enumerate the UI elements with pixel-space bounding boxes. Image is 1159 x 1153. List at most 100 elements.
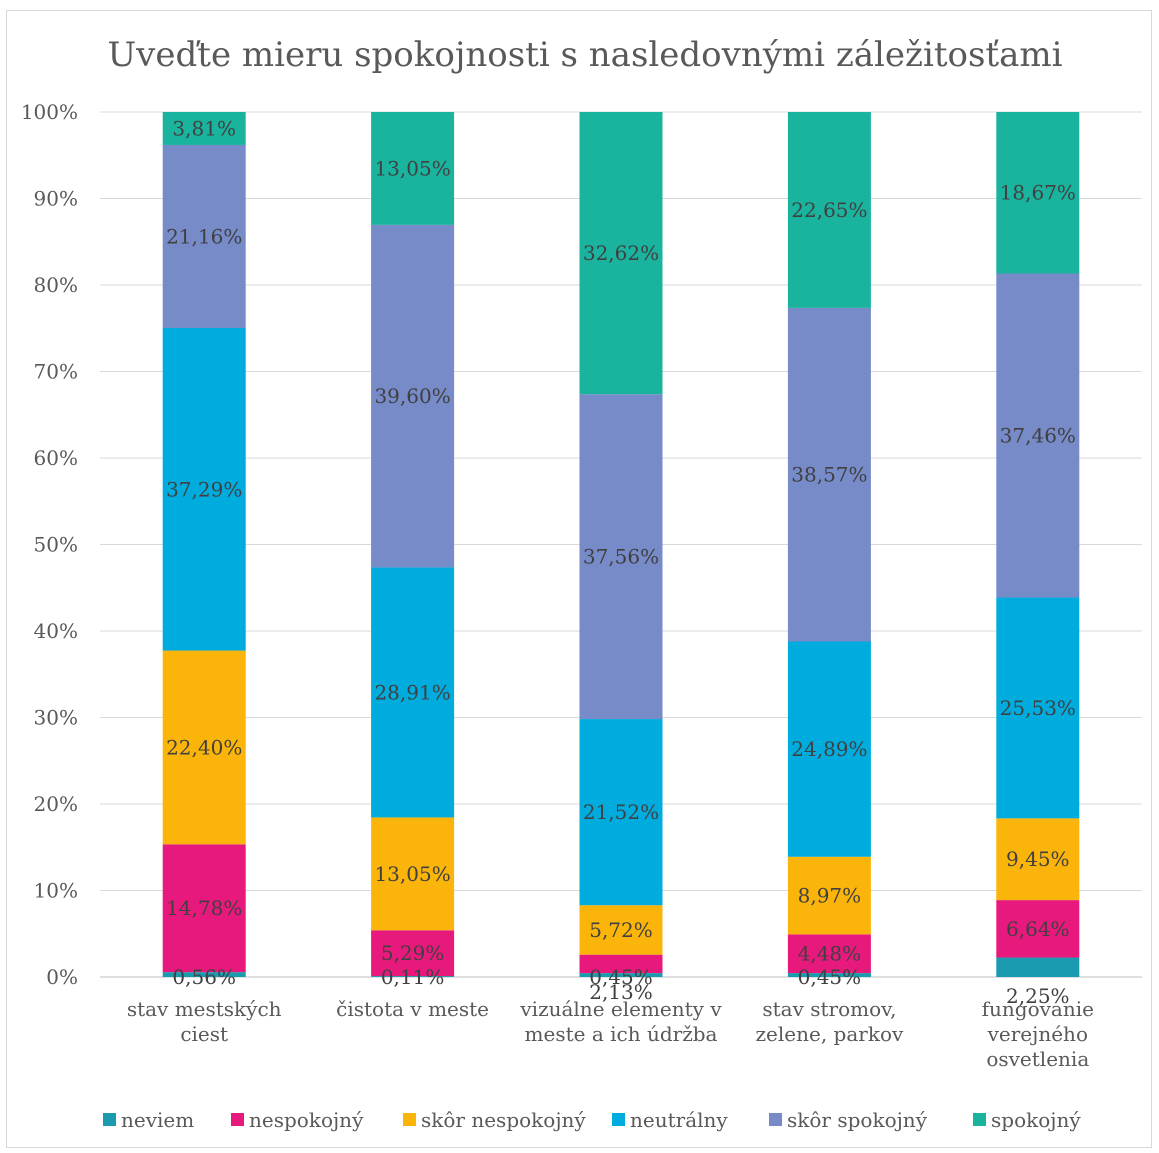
bar-segment-1 [371,930,455,977]
data-label: 9,45% [1006,847,1070,871]
bar-segment-1 [579,954,663,974]
data-label: 28,91% [374,680,450,704]
data-label: 5,29% [381,941,445,965]
category-label: stav stromov, zelene, parkov [756,997,904,1046]
y-tick-label: 60% [34,446,78,470]
legend-swatch [769,1113,782,1126]
category-label: vizuálne elementy v meste a ich údržba [519,997,722,1046]
data-label: 39,60% [374,384,450,408]
bar-segment-5 [579,112,663,395]
category-label: stav mestských ciest [127,997,282,1046]
chart-title: Uveďte mieru spokojnosti s nasledovnými … [108,35,1063,75]
bar-segment-3 [371,567,455,818]
data-label: 6,64% [1006,917,1070,941]
bar-segment-5 [996,112,1080,274]
data-label: 24,89% [791,737,867,761]
data-label: 2,25% [1006,984,1070,1008]
bar-segment-2 [371,817,455,931]
data-label: 37,56% [583,545,659,569]
data-label: 5,72% [589,918,653,942]
bar-segment-3 [996,597,1080,819]
bar-segment-5 [162,112,246,145]
y-axis: 0% 10% 20% 30% 40% 50% 60% 70% 80% 90% 100% [21,100,78,989]
bars [162,112,1080,977]
legend-swatch [612,1113,625,1126]
data-labels: 0,56%14,78%22,40%37,29%21,16%3,81%0,11%5… [166,116,1076,1008]
bar-segment-1 [787,934,871,974]
data-label: 25,53% [1000,696,1076,720]
data-label: 13,05% [374,862,450,886]
data-label: 0,11% [381,965,445,989]
legend-label: neutrálny [630,1108,728,1132]
bar-segment-0 [996,957,1080,977]
data-label: 13,05% [374,156,450,180]
legend-label: neviem [121,1108,194,1132]
bar-segment-3 [787,641,871,857]
bar-segment-2 [579,905,663,955]
data-label: 37,29% [166,477,242,501]
data-label: 22,65% [791,198,867,222]
y-tick-label: 40% [34,619,78,643]
legend-swatch [403,1113,416,1126]
bar-segment-2 [996,818,1080,901]
bar-segment-1 [996,900,1080,958]
legend-swatch [103,1113,116,1126]
bar-segment-2 [787,856,871,935]
bar-segment-2 [162,650,246,845]
data-label: 37,46% [1000,424,1076,448]
legend-item: spokojný [973,1108,1081,1132]
data-label: 8,97% [798,884,862,908]
y-tick-label: 10% [34,879,78,903]
bar-segment-4 [787,307,871,642]
legend-label: skôr nespokojný [421,1108,586,1132]
legend-item: skôr nespokojný [403,1108,586,1132]
legend-label: skôr spokojný [787,1108,928,1132]
bar-segment-3 [162,327,246,651]
data-label: 0,45% [798,965,862,989]
bar-segment-0 [787,973,871,977]
data-label: 4,48% [798,942,862,966]
bar-segment-0 [162,972,246,977]
y-tick-label: 50% [34,533,78,557]
data-label: 3,81% [172,116,236,140]
legend-item: nespokojný [231,1108,364,1132]
data-label: 0,45% [589,965,653,989]
bar-segment-4 [162,144,246,328]
bar-segment-5 [371,112,455,225]
legend: neviem nespokojný skôr nespokojný neutrálny… [103,1108,1081,1132]
bar-segment-4 [579,394,663,720]
bar-segment-0 [371,976,455,977]
y-tick-label: 0% [46,965,78,989]
legend-swatch [231,1113,244,1126]
y-tick-label: 100% [21,100,78,124]
data-label: 21,52% [583,800,659,824]
legend-swatch [973,1113,986,1126]
bar-segment-0 [579,973,663,977]
y-tick-label: 30% [34,706,78,730]
bar-segment-5 [787,112,871,308]
bar-segment-4 [371,224,455,568]
y-tick-label: 80% [34,273,78,297]
data-label: 18,67% [1000,181,1076,205]
legend-item: skôr spokojný [769,1108,928,1132]
data-label: 0,56% [172,965,236,989]
legend-item: neviem [103,1108,194,1132]
data-label: 32,62% [583,241,659,265]
legend-label: spokojný [991,1108,1081,1132]
category-label: fungovanie verejného osvetlenia [982,997,1094,1071]
y-tick-label: 20% [34,792,78,816]
legend-item: neutrálny [612,1108,728,1132]
bar-segment-4 [996,273,1080,598]
data-label: 14,78% [166,896,242,920]
legend-label: nespokojný [249,1108,364,1132]
y-tick-label: 90% [34,187,78,211]
data-label: 38,57% [791,463,867,487]
x-axis: stav mestských ciest čistota v meste vizuál… [127,997,1094,1071]
bar-segment-3 [579,719,663,906]
y-tick-label: 70% [34,360,78,384]
category-label: čistota v meste [336,997,489,1021]
bar-segment-1 [162,844,246,973]
data-label: 2,13% [589,980,653,1004]
data-label: 21,16% [166,224,242,248]
